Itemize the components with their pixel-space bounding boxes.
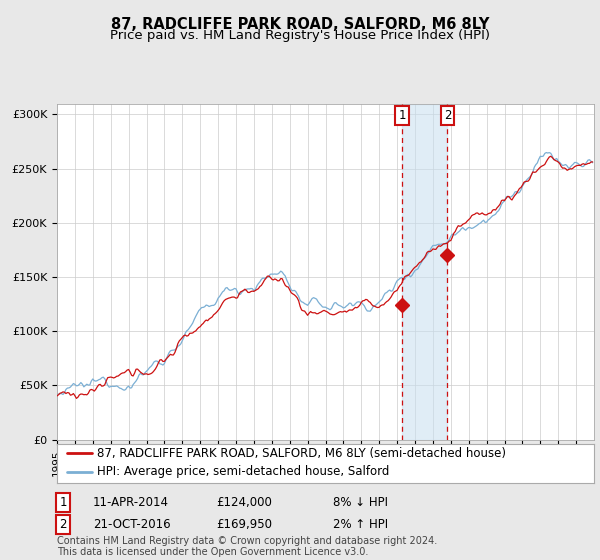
- Text: 8% ↓ HPI: 8% ↓ HPI: [333, 496, 388, 510]
- Text: Price paid vs. HM Land Registry's House Price Index (HPI): Price paid vs. HM Land Registry's House …: [110, 29, 490, 42]
- Text: 2: 2: [443, 109, 451, 122]
- Text: Contains HM Land Registry data © Crown copyright and database right 2024.
This d: Contains HM Land Registry data © Crown c…: [57, 535, 437, 557]
- Text: 87, RADCLIFFE PARK ROAD, SALFORD, M6 8LY: 87, RADCLIFFE PARK ROAD, SALFORD, M6 8LY: [111, 17, 489, 32]
- Text: 1: 1: [59, 496, 67, 510]
- Text: 2: 2: [59, 517, 67, 531]
- Text: 1: 1: [398, 109, 406, 122]
- Text: HPI: Average price, semi-detached house, Salford: HPI: Average price, semi-detached house,…: [97, 465, 389, 478]
- Text: 21-OCT-2016: 21-OCT-2016: [93, 517, 170, 531]
- Text: 87, RADCLIFFE PARK ROAD, SALFORD, M6 8LY (semi-detached house): 87, RADCLIFFE PARK ROAD, SALFORD, M6 8LY…: [97, 447, 506, 460]
- Bar: [402, 104, 448, 440]
- Text: 11-APR-2014: 11-APR-2014: [93, 496, 169, 510]
- Text: £124,000: £124,000: [216, 496, 272, 510]
- Text: £169,950: £169,950: [216, 517, 272, 531]
- Text: 2% ↑ HPI: 2% ↑ HPI: [333, 517, 388, 531]
